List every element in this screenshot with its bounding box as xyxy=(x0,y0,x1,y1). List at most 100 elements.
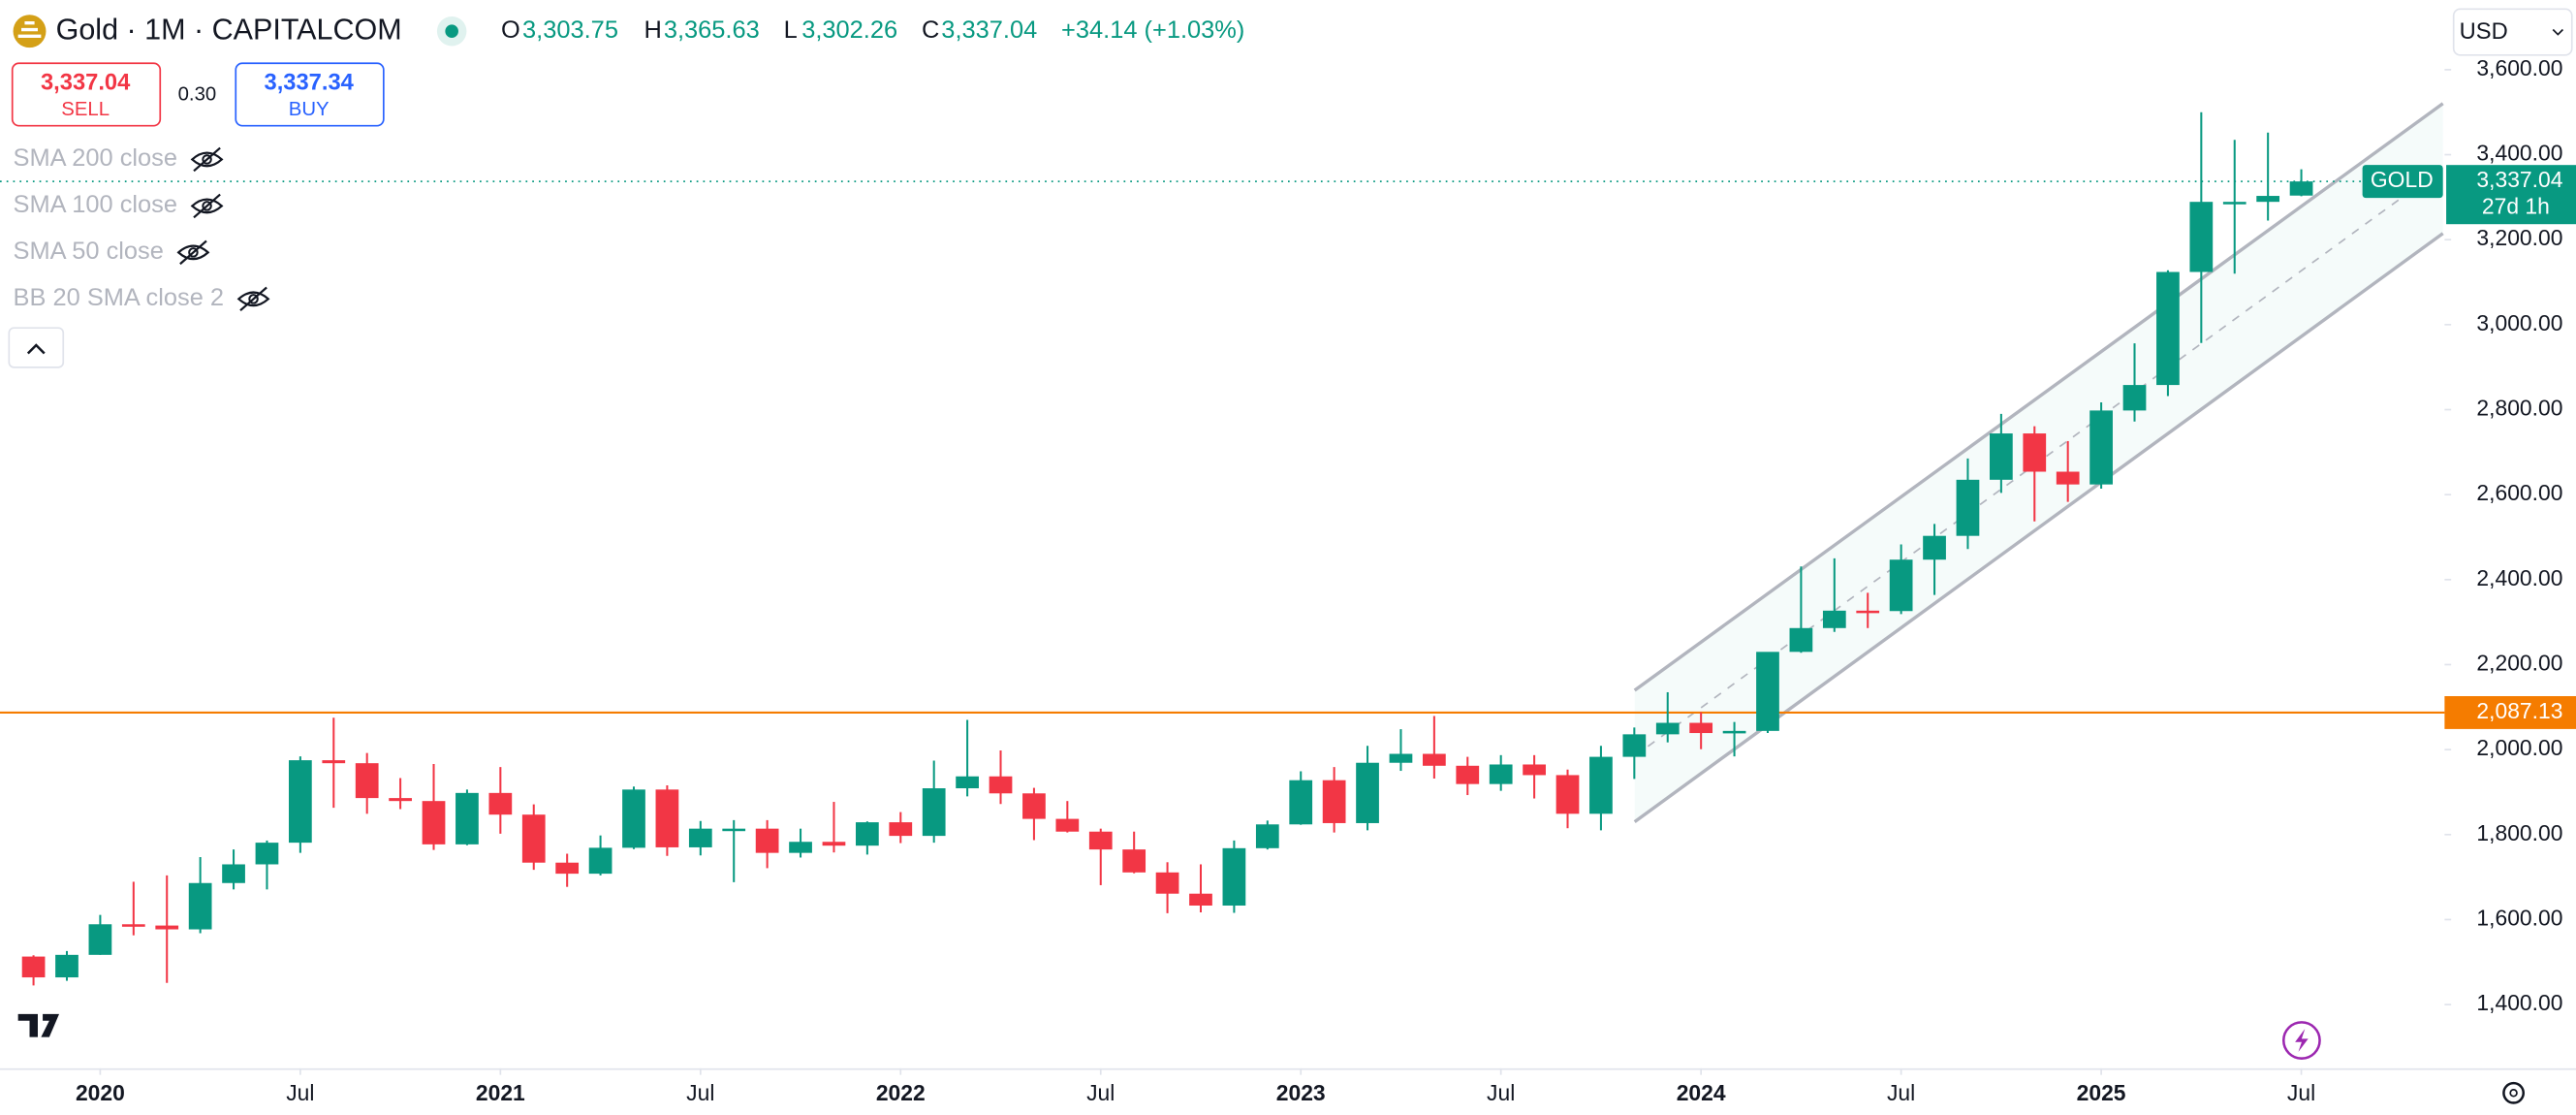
candle-body xyxy=(188,882,212,930)
ohlc-key: H xyxy=(644,16,661,44)
candle-body xyxy=(688,828,712,847)
last-price-label: 3,337.04 xyxy=(2476,167,2562,192)
candle-body xyxy=(389,798,412,802)
visibility-icon[interactable] xyxy=(236,286,270,312)
candle-body xyxy=(555,862,580,875)
indicator-label[interactable]: BB 20 SMA close 2 xyxy=(14,284,224,311)
candle-body xyxy=(889,822,913,837)
y-tick-label: 1,800.00 xyxy=(2476,820,2562,845)
candle-body xyxy=(121,924,145,927)
candle-body xyxy=(1989,433,2013,480)
candle-body xyxy=(922,788,946,837)
visibility-icon-pupil xyxy=(188,247,199,258)
candle-body xyxy=(1622,734,1647,757)
symbol-title[interactable]: Gold · 1M · CAPITALCOM xyxy=(56,13,402,46)
candle-body xyxy=(2122,385,2147,411)
settings-button[interactable] xyxy=(2502,1081,2526,1104)
candle-body xyxy=(755,828,779,853)
hline-label-bg xyxy=(2444,696,2576,729)
x-tick-label: Jul xyxy=(1086,1080,1115,1105)
candle-body xyxy=(1189,893,1212,906)
indicator-label[interactable]: SMA 200 close xyxy=(14,144,177,172)
candle-body xyxy=(856,822,879,846)
x-tick-label: 2024 xyxy=(1677,1080,1726,1105)
visibility-icon[interactable] xyxy=(190,193,224,219)
candle-body xyxy=(488,792,513,815)
countdown: 27d 1h xyxy=(2482,193,2550,218)
candle-body xyxy=(355,763,379,799)
symbol-icon-glyph xyxy=(17,21,42,38)
tv-logo[interactable] xyxy=(17,1013,60,1037)
candle-body xyxy=(1289,780,1313,825)
indicator-label[interactable]: SMA 100 close xyxy=(14,191,177,218)
candle-body xyxy=(622,789,645,848)
visibility-icon-pupil xyxy=(202,154,212,165)
candle-body xyxy=(155,925,179,930)
y-tick-label: 2,800.00 xyxy=(2476,396,2562,421)
candle-body xyxy=(1523,764,1546,776)
status-dot xyxy=(445,24,458,38)
visibility-icon-pupil xyxy=(248,294,259,304)
visibility-icon[interactable] xyxy=(190,146,224,173)
candle-body xyxy=(222,864,245,883)
candle-body xyxy=(1456,765,1480,784)
candle-body xyxy=(1555,775,1580,814)
buy-label: BUY xyxy=(289,99,330,120)
candle-body xyxy=(1822,610,1846,628)
currency-caret xyxy=(2552,28,2564,36)
candle-body xyxy=(1222,847,1246,906)
sell-label: SELL xyxy=(61,99,110,120)
hline-label: 2,087.13 xyxy=(2476,698,2562,723)
candle-body xyxy=(1889,559,1913,612)
candle-body xyxy=(521,814,546,863)
candle-body xyxy=(2056,471,2080,485)
lightning-button[interactable] xyxy=(2281,1021,2321,1060)
currency-select[interactable] xyxy=(2452,8,2573,56)
candle-body xyxy=(655,789,679,847)
candle-body xyxy=(2222,202,2246,205)
collapse-button[interactable] xyxy=(8,327,65,368)
x-tick-label: Jul xyxy=(1887,1080,1915,1105)
candle-body xyxy=(1255,824,1279,848)
candle-body xyxy=(1655,722,1680,735)
ohlc-key: L xyxy=(784,16,798,44)
candle-body xyxy=(1589,756,1613,814)
candle-body xyxy=(255,843,279,865)
y-tick-label: 3,400.00 xyxy=(2476,141,2562,166)
candle-body xyxy=(1923,535,1946,560)
candle-body xyxy=(1856,610,1880,614)
buy-button[interactable] xyxy=(235,62,385,127)
channel-upper xyxy=(1633,102,2444,692)
candle-body xyxy=(1423,753,1446,766)
x-tick-label: 2021 xyxy=(476,1080,525,1105)
candle-body xyxy=(422,801,446,844)
candle-body xyxy=(989,776,1013,794)
y-tick-label: 2,200.00 xyxy=(2476,651,2562,676)
sell-button[interactable] xyxy=(11,62,162,127)
symbol-tag-bg xyxy=(2362,165,2443,199)
indicator-label[interactable]: SMA 50 close xyxy=(14,238,164,265)
ohlc-value: 3,365.63 xyxy=(664,16,760,44)
candle-body xyxy=(456,792,479,844)
candle-body xyxy=(2256,196,2280,203)
visibility-icon-pupil xyxy=(202,201,212,211)
lightning-icon xyxy=(2295,1029,2309,1052)
candle-body xyxy=(2023,433,2047,472)
ohlc-value: 3,302.26 xyxy=(801,16,897,44)
currency: USD xyxy=(2460,19,2508,45)
y-tick-label: 2,000.00 xyxy=(2476,735,2562,760)
ohlc-key: C xyxy=(922,16,939,44)
y-tick-label: 3,200.00 xyxy=(2476,225,2562,250)
y-tick-label: 2,600.00 xyxy=(2476,480,2562,505)
settings-icon xyxy=(2509,1089,2518,1098)
candle-body xyxy=(2189,202,2214,272)
candle-body xyxy=(1122,849,1147,873)
x-tick-label: 2020 xyxy=(76,1080,125,1105)
candle-body xyxy=(55,954,79,978)
candle-body xyxy=(2289,181,2313,196)
sell-price: 3,337.04 xyxy=(41,71,131,96)
visibility-icon[interactable] xyxy=(176,239,210,266)
x-tick-label: Jul xyxy=(2287,1080,2315,1105)
channel-lower xyxy=(1633,232,2444,823)
